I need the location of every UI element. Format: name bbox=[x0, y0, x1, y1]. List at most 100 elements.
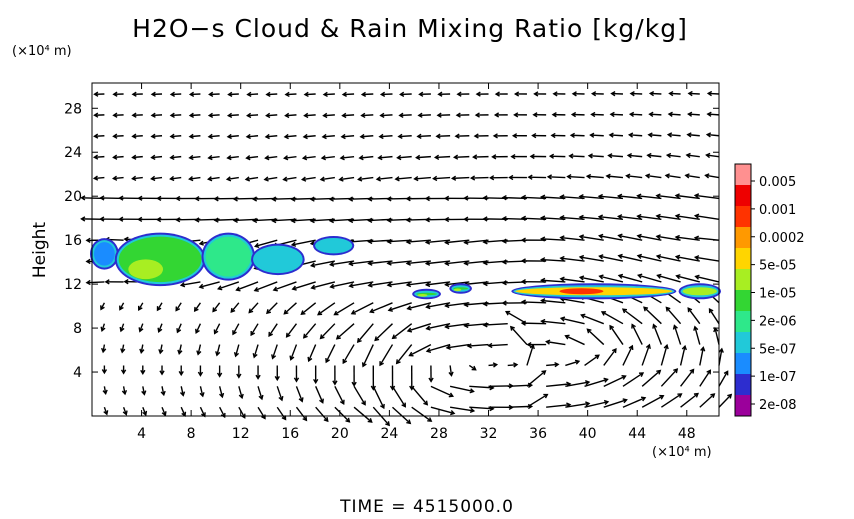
wind-vector bbox=[546, 403, 571, 408]
plot-frame bbox=[91, 82, 720, 417]
wind-vector bbox=[368, 281, 393, 287]
wind-vector-head bbox=[398, 112, 404, 118]
wind-vector bbox=[450, 406, 474, 412]
wind-vector-head bbox=[723, 370, 729, 376]
wind-vector bbox=[388, 302, 412, 311]
wind-vector bbox=[317, 302, 336, 316]
wind-vector bbox=[637, 195, 662, 200]
wind-vector-head bbox=[112, 175, 118, 181]
wind-vector bbox=[358, 176, 374, 181]
wind-vector-head bbox=[123, 236, 129, 242]
wind-vector bbox=[699, 347, 704, 366]
wind-vector-head bbox=[272, 286, 278, 292]
wind-vector bbox=[571, 134, 585, 137]
wind-vector-head bbox=[141, 390, 147, 396]
wind-vector-head bbox=[196, 350, 202, 356]
wind-vector-head bbox=[424, 260, 431, 266]
wind-vector-head bbox=[140, 369, 146, 376]
wind-vector bbox=[395, 176, 412, 180]
wind-vector-head bbox=[193, 306, 199, 313]
wind-vector-head bbox=[213, 196, 219, 202]
wind-vector-head bbox=[99, 195, 105, 201]
wind-vector bbox=[199, 406, 206, 417]
cloud-region bbox=[682, 287, 717, 296]
wind-vector bbox=[353, 385, 366, 405]
wind-vector-head bbox=[230, 307, 236, 313]
wind-vector bbox=[139, 323, 144, 332]
wind-vector-head bbox=[198, 240, 204, 246]
wind-vector bbox=[295, 406, 307, 421]
wind-vector-head bbox=[120, 369, 127, 375]
wind-vector-head bbox=[540, 298, 546, 304]
wind-vector-head bbox=[169, 154, 175, 161]
wind-vector bbox=[641, 370, 661, 387]
wind-vector-head bbox=[609, 111, 615, 118]
wind-vector-head bbox=[225, 176, 232, 182]
wind-vector-head bbox=[271, 217, 277, 224]
wind-vector-head bbox=[568, 153, 574, 159]
wind-vector-head bbox=[406, 419, 412, 425]
wind-vector-head bbox=[386, 282, 392, 288]
wind-vector-head bbox=[290, 196, 296, 202]
wind-vector-head bbox=[570, 111, 577, 118]
colorbar-frame bbox=[734, 163, 752, 417]
wind-vector bbox=[510, 326, 528, 346]
wind-vector-head bbox=[122, 410, 128, 416]
wind-vector-head bbox=[628, 111, 635, 118]
wind-vector-head bbox=[159, 370, 165, 376]
wind-vector bbox=[266, 114, 278, 117]
wind-vector bbox=[156, 302, 163, 311]
wind-vector-head bbox=[361, 362, 367, 368]
wind-vector-head bbox=[339, 155, 345, 161]
wind-vector-head bbox=[303, 112, 309, 119]
y-tick-label: 24 bbox=[64, 145, 82, 161]
wind-vector-head bbox=[161, 411, 167, 417]
wind-vector bbox=[541, 258, 566, 262]
wind-vector bbox=[334, 406, 350, 423]
wind-vector-head bbox=[659, 394, 665, 400]
wind-vector bbox=[584, 354, 600, 367]
wind-vector bbox=[380, 114, 393, 117]
wind-vector bbox=[647, 154, 662, 158]
wind-vector bbox=[426, 343, 451, 352]
wind-vector-head bbox=[119, 326, 125, 333]
wind-vector-head bbox=[156, 195, 162, 202]
wind-vector-head bbox=[605, 173, 611, 179]
wind-vector-head bbox=[367, 260, 373, 266]
wind-vector-head bbox=[101, 347, 107, 354]
wind-vector-head bbox=[626, 152, 633, 159]
wind-vector-head bbox=[357, 176, 363, 182]
wind-vector-head bbox=[482, 280, 488, 287]
wind-vector-head bbox=[208, 91, 214, 97]
wind-vector-head bbox=[617, 233, 623, 239]
wind-vector bbox=[94, 135, 105, 137]
wind-vector bbox=[407, 302, 432, 310]
wind-vector-head bbox=[527, 174, 533, 180]
wind-vector bbox=[303, 135, 316, 138]
wind-vector-head bbox=[379, 91, 386, 97]
wind-vector bbox=[181, 281, 201, 286]
wind-vector-head bbox=[482, 260, 488, 266]
wind-vector bbox=[584, 378, 608, 387]
wind-vector-head bbox=[425, 325, 431, 331]
wind-vector-head bbox=[640, 396, 647, 402]
wind-vector bbox=[232, 323, 240, 335]
wind-vector bbox=[706, 154, 720, 158]
wind-vector bbox=[284, 135, 297, 138]
wind-vector-head bbox=[684, 173, 690, 179]
wind-vector-head bbox=[727, 393, 733, 399]
wind-vector-head bbox=[176, 328, 182, 334]
wind-vector bbox=[170, 176, 182, 180]
wind-vector-head bbox=[677, 393, 683, 398]
wind-vector-head bbox=[177, 349, 183, 355]
wind-vector-head bbox=[587, 153, 593, 159]
wind-vector-head bbox=[564, 334, 570, 340]
wind-vector bbox=[308, 344, 317, 362]
wind-vector-head bbox=[445, 344, 451, 351]
wind-vector-head bbox=[300, 176, 307, 182]
wind-vector bbox=[603, 399, 627, 408]
wind-vector bbox=[579, 195, 604, 200]
wind-vector-head bbox=[322, 91, 328, 98]
wind-vector bbox=[94, 176, 105, 180]
wind-vector bbox=[546, 363, 559, 367]
